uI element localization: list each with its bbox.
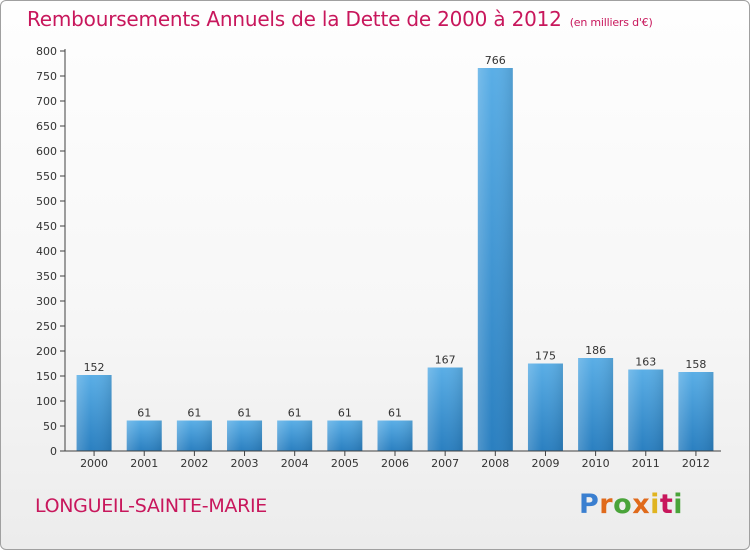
data-label: 61 (137, 407, 151, 420)
y-tick-label: 600 (36, 145, 57, 158)
bar-shade (628, 369, 664, 451)
x-axis: 2000 2001 2002 2003 2004 2005 2006 2007 2008 2009… (65, 450, 721, 470)
bar-shade (377, 420, 413, 451)
data-label: 61 (338, 407, 352, 420)
data-label: 167 (435, 354, 456, 367)
data-label: 163 (635, 356, 656, 369)
y-axis: 0 50 100 150 200 250 300 350 400 450 500 550 600 650 7… (36, 45, 66, 458)
bar-shade (477, 68, 513, 451)
bar-shade (126, 420, 162, 451)
x-tick-label: 2011 (632, 457, 660, 470)
y-tick-label: 150 (36, 370, 57, 383)
x-tick-label: 2008 (481, 457, 509, 470)
bar-shade (527, 363, 563, 451)
data-label: 61 (388, 407, 402, 420)
bar-shade (76, 375, 112, 451)
y-tick-label: 350 (36, 270, 57, 283)
y-tick-label: 100 (36, 395, 57, 408)
bars: 152 61 61 61 61 61 61 167 766 175 186 163 158 (76, 54, 714, 451)
data-label: 766 (485, 54, 506, 67)
bar-shade (327, 420, 363, 451)
data-label: 175 (535, 350, 556, 363)
x-tick-label: 2012 (682, 457, 710, 470)
bar-shade (678, 372, 714, 451)
x-tick-label: 2000 (80, 457, 108, 470)
x-tick-label: 2006 (381, 457, 409, 470)
bar-shade (427, 367, 463, 451)
x-tick-label: 2003 (231, 457, 259, 470)
data-label: 61 (238, 407, 252, 420)
x-tick-label: 2001 (130, 457, 158, 470)
data-label: 158 (685, 358, 706, 371)
data-label: 61 (187, 407, 201, 420)
y-tick-label: 250 (36, 320, 57, 333)
bar-shade (227, 420, 263, 451)
y-tick-label: 200 (36, 345, 57, 358)
bar-shade (578, 358, 614, 451)
y-tick-label: 300 (36, 295, 57, 308)
y-tick-label: 450 (36, 220, 57, 233)
data-label: 61 (288, 407, 302, 420)
y-tick-label: 650 (36, 120, 57, 133)
chart-title-text: Remboursements Annuels de la Dette de 20… (27, 7, 562, 31)
y-tick-label: 50 (43, 420, 57, 433)
bar-shade (277, 420, 313, 451)
x-tick-label: 2004 (281, 457, 309, 470)
data-label: 186 (585, 344, 606, 357)
town-name: LONGUEIL-SAINTE-MARIE (35, 495, 268, 517)
proxiti-logo: Proxiti (579, 489, 684, 520)
data-label: 152 (84, 361, 105, 374)
y-tick-label: 400 (36, 245, 57, 258)
x-tick-label: 2005 (331, 457, 359, 470)
x-tick-label: 2007 (431, 457, 459, 470)
y-tick-label: 750 (36, 70, 57, 83)
x-tick-label: 2010 (582, 457, 610, 470)
x-tick-label: 2009 (531, 457, 559, 470)
bar-shade (176, 420, 212, 451)
y-tick-label: 500 (36, 195, 57, 208)
y-tick-label: 800 (36, 45, 57, 58)
chart-title: Remboursements Annuels de la Dette de 20… (27, 7, 653, 31)
y-tick-label: 550 (36, 170, 57, 183)
y-tick-label: 700 (36, 95, 57, 108)
chart-unit: (en milliers d'€) (569, 16, 653, 29)
y-tick-label: 0 (50, 445, 57, 458)
x-tick-label: 2002 (180, 457, 208, 470)
